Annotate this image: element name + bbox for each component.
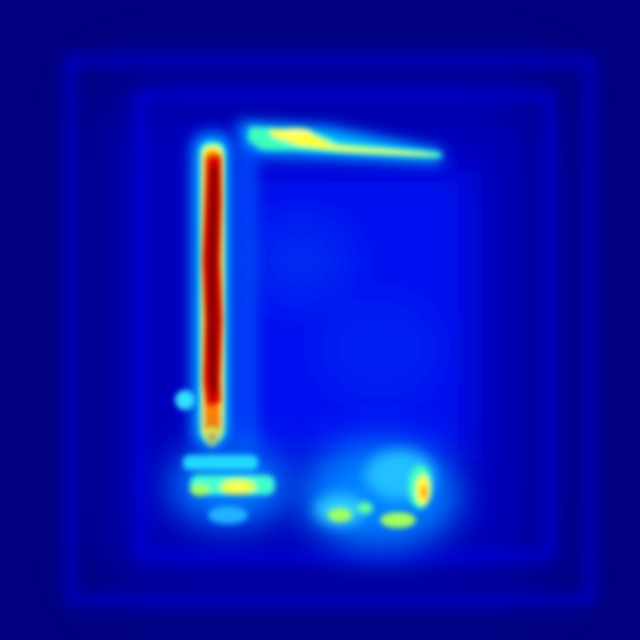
frame-lines bbox=[65, 55, 595, 605]
bottom-right-cluster-core bbox=[328, 465, 432, 528]
bar-bottom-spot bbox=[205, 427, 219, 447]
interior-speckle bbox=[240, 170, 470, 460]
top-arm-core bbox=[248, 127, 442, 158]
inner-vertical-edge bbox=[236, 150, 258, 450]
bottom-left-cluster bbox=[175, 390, 275, 524]
vertical-bar-core bbox=[203, 156, 222, 406]
